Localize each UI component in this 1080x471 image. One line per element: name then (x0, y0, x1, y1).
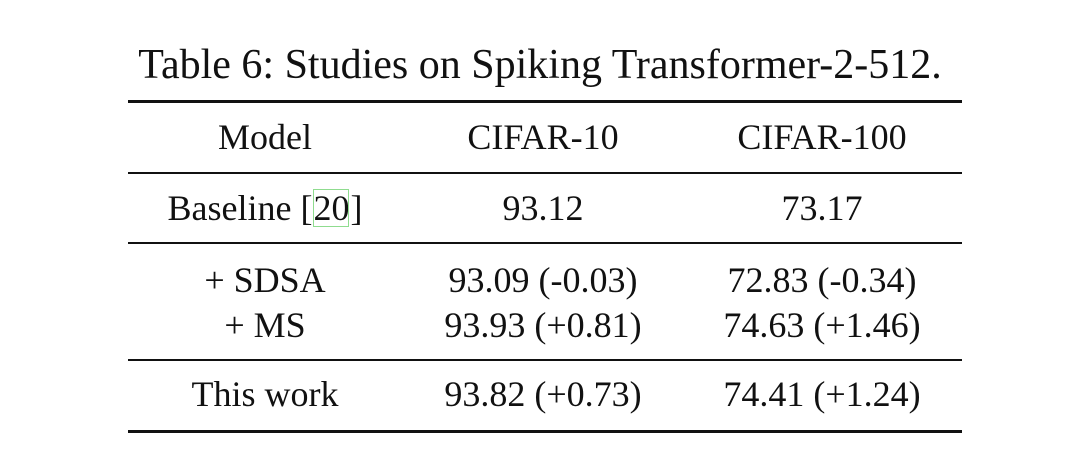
table-cell: 74.41 (+1.24) (723, 374, 921, 414)
bracket: ] (350, 188, 363, 228)
model-name: Baseline (167, 188, 292, 228)
table-cell: 73.17 (781, 188, 863, 228)
header-cell: Model (218, 117, 312, 157)
table-cell: This work (191, 374, 339, 414)
header-cell: CIFAR-10 (467, 117, 619, 157)
bracket: [ (300, 188, 313, 228)
table-cell: + MS (224, 305, 306, 345)
mid-rule (128, 359, 962, 361)
table-cell: 93.12 (502, 188, 584, 228)
header-cell: CIFAR-100 (737, 117, 907, 157)
table-cell: Baseline [20] (115, 186, 415, 230)
mid-rule (128, 242, 962, 244)
table-cell: 93.09 (-0.03) (448, 260, 638, 300)
top-rule (128, 100, 962, 103)
table-cell: + SDSA (204, 260, 326, 300)
bottom-rule (128, 430, 962, 433)
table-cell: 93.93 (+0.81) (444, 305, 642, 345)
citation-link: 20 (313, 188, 350, 228)
table-cell: 93.82 (+0.73) (444, 374, 642, 414)
table-cell: 74.63 (+1.46) (723, 305, 921, 345)
table-caption: Table 6: Studies on Spiking Transformer-… (138, 42, 942, 88)
table-cell: 72.83 (-0.34) (727, 260, 917, 300)
mid-rule (128, 172, 962, 174)
